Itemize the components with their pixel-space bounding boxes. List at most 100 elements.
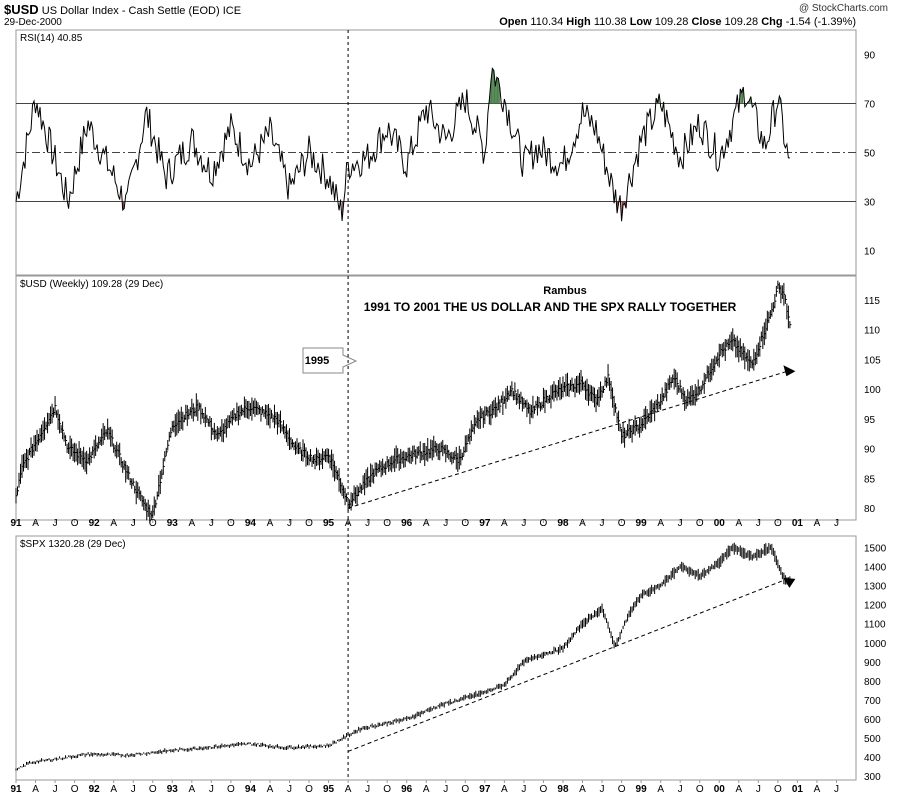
high-value: 110.38 xyxy=(593,16,627,28)
x-axis-label-1: 01 xyxy=(792,518,804,529)
x-axis-label-1: J xyxy=(287,518,292,529)
x-axis-label-2: J xyxy=(834,784,839,795)
rsi-overbought-fill xyxy=(495,77,497,104)
x-axis-label-1: O xyxy=(461,518,469,529)
x-axis-label-2: A xyxy=(814,784,821,795)
x-axis-label-2: O xyxy=(540,784,548,795)
x-axis-label-2: A xyxy=(110,784,117,795)
x-axis-label-2: 00 xyxy=(714,784,726,795)
watermark: @ StockCharts.com xyxy=(798,3,888,14)
spx-y-tick: 1000 xyxy=(864,639,887,650)
x-axis-label-1: A xyxy=(501,518,508,529)
x-axis-label-1: J xyxy=(678,518,683,529)
x-axis-label-2: 99 xyxy=(636,784,648,795)
x-axis-label-1: A xyxy=(423,518,430,529)
x-axis-label-1: 00 xyxy=(714,518,726,529)
headline-annotation: 1991 TO 2001 THE US DOLLAR AND THE SPX R… xyxy=(364,300,737,314)
x-axis-label-1: J xyxy=(521,518,526,529)
x-axis-label-2: O xyxy=(461,784,469,795)
x-axis-label-1: O xyxy=(227,518,235,529)
spx-panel-title: $SPX 1320.28 (29 Dec) xyxy=(20,539,126,550)
x-axis-label-2: 98 xyxy=(557,784,569,795)
x-axis-label-2: J xyxy=(53,784,58,795)
x-axis-label-2: 97 xyxy=(479,784,491,795)
x-axis-label-1: A xyxy=(32,518,39,529)
x-axis-label-2: O xyxy=(227,784,235,795)
x-axis-label-1: O xyxy=(774,518,782,529)
x-axis-label-2: J xyxy=(521,784,526,795)
spx-y-tick: 400 xyxy=(864,753,881,764)
rsi-y-tick: 70 xyxy=(864,100,876,111)
x-axis-label-2: A xyxy=(188,784,195,795)
usd-y-tick: 95 xyxy=(864,415,876,426)
low-label: Low xyxy=(629,16,652,28)
x-axis-label-1: 95 xyxy=(323,518,335,529)
rsi-overbought-fill xyxy=(492,68,494,104)
spx-y-tick: 900 xyxy=(864,658,881,669)
spx-y-tick: 800 xyxy=(864,677,881,688)
x-axis-label-2: 94 xyxy=(245,784,257,795)
panel-frame-3 xyxy=(15,535,857,781)
x-axis-label-2: A xyxy=(345,784,352,795)
x-axis-label-2: A xyxy=(267,784,274,795)
x-axis-label-2: A xyxy=(423,784,430,795)
rsi-overbought-fill xyxy=(490,68,493,104)
x-axis-label-2: O xyxy=(149,784,157,795)
spx-trendline xyxy=(347,578,788,752)
x-axis-label-2: J xyxy=(365,784,370,795)
x-axis-label-1: J xyxy=(131,518,136,529)
x-axis-label-2: O xyxy=(305,784,313,795)
rsi-y-tick: 10 xyxy=(864,247,876,258)
open-label: Open xyxy=(499,16,528,28)
x-axis-label-1: 94 xyxy=(245,518,257,529)
x-axis-label-2: J xyxy=(443,784,448,795)
chart-header-title: $USD US Dollar Index - Cash Settle (EOD)… xyxy=(4,2,241,17)
x-axis-label-1: 96 xyxy=(401,518,413,529)
x-axis-label-1: J xyxy=(756,518,761,529)
x-axis-label-1: 91 xyxy=(10,518,22,529)
x-axis-label-2: O xyxy=(383,784,391,795)
usd-panel-title: $USD (Weekly) 109.28 (29 Dec) xyxy=(20,279,163,290)
spx-trendline-arrow xyxy=(783,577,796,588)
x-axis-label-1: J xyxy=(209,518,214,529)
x-axis-label-2: 92 xyxy=(89,784,101,795)
x-axis-label-1: J xyxy=(53,518,58,529)
rsi-y-tick: 50 xyxy=(864,149,876,160)
x-axis-label-1: A xyxy=(735,518,742,529)
usd-y-tick: 105 xyxy=(864,355,881,366)
chg-value: -1.54 (-1.39%) xyxy=(785,16,856,28)
x-axis-label-2: A xyxy=(501,784,508,795)
x-axis-label-2: J xyxy=(756,784,761,795)
x-axis-label-2: 93 xyxy=(167,784,179,795)
rsi-panel-title: RSI(14) 40.85 xyxy=(20,33,83,44)
x-axis-label-1: O xyxy=(305,518,313,529)
usd-trendline-arrow xyxy=(783,365,796,377)
x-axis-label-1: O xyxy=(696,518,704,529)
rsi-y-tick: 90 xyxy=(864,51,876,62)
spx-y-tick: 500 xyxy=(864,734,881,745)
x-axis-label-1: 98 xyxy=(557,518,569,529)
x-axis-label-2: A xyxy=(735,784,742,795)
spx-y-tick: 700 xyxy=(864,696,881,707)
callout-1995-box xyxy=(302,347,358,374)
spx-y-tick: 1400 xyxy=(864,563,887,574)
symbol: $USD xyxy=(4,2,39,17)
exchange: ICE xyxy=(222,5,242,17)
x-axis-label-1: A xyxy=(267,518,274,529)
usd-y-tick: 115 xyxy=(864,296,880,307)
x-axis-label-1: A xyxy=(814,518,821,529)
x-axis-label-2: A xyxy=(32,784,39,795)
spx-y-tick: 600 xyxy=(864,715,881,726)
x-axis-label-1: J xyxy=(443,518,448,529)
x-axis-label-1: 93 xyxy=(167,518,179,529)
open-value: 110.34 xyxy=(530,16,564,28)
chart-date: 29-Dec-2000 xyxy=(4,17,62,28)
x-axis-label-2: 96 xyxy=(401,784,413,795)
x-axis-label-2: J xyxy=(678,784,683,795)
x-axis-label-2: 95 xyxy=(323,784,335,795)
x-axis-label-1: A xyxy=(110,518,117,529)
x-axis-label-2: O xyxy=(71,784,79,795)
x-axis-label-1: 97 xyxy=(479,518,491,529)
rsi-y-tick: 30 xyxy=(864,198,876,209)
